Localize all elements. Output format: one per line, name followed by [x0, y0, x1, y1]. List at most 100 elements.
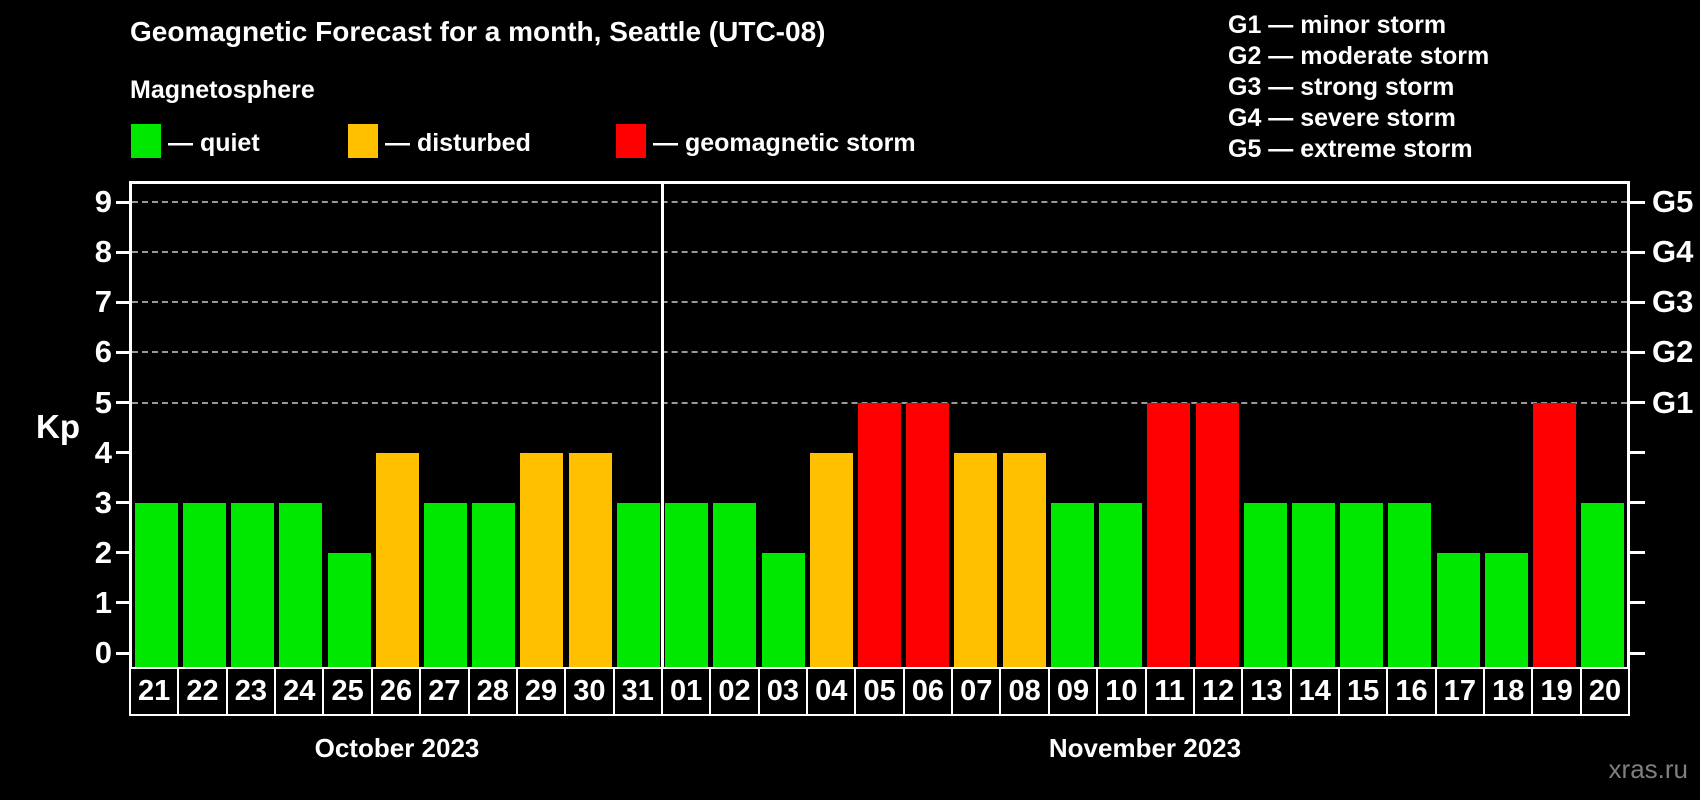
- kp-bar-day-05: [858, 402, 901, 670]
- day-box-23: 23: [225, 667, 277, 716]
- kp-bar-day-13: [1243, 502, 1287, 670]
- y-tick-label-4: 4: [94, 434, 112, 470]
- day-box-07: 07: [951, 667, 1002, 716]
- y-tick-left-2: [116, 551, 131, 555]
- day-box-21: 21: [129, 667, 180, 716]
- y-tick-left-7: [116, 300, 131, 304]
- plot-area: [129, 181, 1630, 673]
- y-tick-right-6: [1630, 350, 1645, 354]
- day-box-16: 16: [1386, 667, 1437, 716]
- kp-bar-day-28: [472, 502, 516, 670]
- month-label-october: October 2023: [314, 733, 480, 763]
- g-legend-line-g1: G1 — minor storm: [1228, 11, 1447, 39]
- day-box-18: 18: [1483, 667, 1534, 716]
- day-box-28: 28: [467, 667, 518, 716]
- y-tick-label-6: 6: [94, 334, 112, 370]
- y-tick-label-9: 9: [94, 184, 112, 220]
- kp-bar-day-10: [1099, 502, 1143, 670]
- watermark: xras.ru: [1608, 754, 1688, 784]
- g-axis-label-g5: G5: [1652, 184, 1694, 220]
- kp-bar-day-27: [423, 502, 467, 670]
- day-box-14: 14: [1289, 667, 1340, 716]
- kp-bar-day-31: [616, 502, 660, 670]
- day-box-31: 31: [612, 667, 663, 716]
- kp-bar-day-29: [520, 452, 564, 670]
- day-box-13: 13: [1241, 667, 1292, 716]
- g-axis-label-g1: G1: [1652, 384, 1694, 420]
- day-box-22: 22: [177, 667, 228, 716]
- day-box-25: 25: [322, 667, 373, 716]
- kp-bar-day-20: [1581, 502, 1625, 670]
- g-axis-label-g3: G3: [1652, 284, 1694, 320]
- gridline-kp9: [132, 201, 1627, 204]
- y-tick-right-2: [1630, 551, 1645, 555]
- kp-bar-day-15: [1340, 502, 1384, 670]
- y-tick-left-0: [116, 651, 131, 655]
- kp-bar-day-25: [327, 552, 371, 670]
- y-tick-left-6: [116, 350, 131, 354]
- y-axis-title: Kp: [36, 408, 80, 445]
- kp-bar-day-17: [1436, 552, 1480, 670]
- y-tick-label-7: 7: [94, 284, 112, 320]
- kp-bar-day-08: [1002, 452, 1046, 670]
- kp-bar-day-16: [1388, 502, 1432, 670]
- chart-title: Geomagnetic Forecast for a month, Seattl…: [130, 16, 826, 47]
- legend-label-storm: — geomagnetic storm: [653, 129, 916, 157]
- kp-bar-day-04: [809, 452, 853, 670]
- kp-bar-day-14: [1292, 502, 1336, 670]
- day-box-10: 10: [1096, 667, 1147, 716]
- day-box-15: 15: [1337, 667, 1389, 716]
- gridline-kp7: [132, 301, 1627, 304]
- day-box-27: 27: [419, 667, 470, 716]
- y-tick-left-4: [116, 451, 131, 455]
- day-box-04: 04: [806, 667, 857, 716]
- x-axis-day-row: 21 22 23 24 25 26 27 28 29 30 31 01 02 03 04 05 06 07 08 09…: [129, 667, 1631, 716]
- y-tick-right-9: [1630, 200, 1645, 204]
- kp-bar-day-18: [1484, 552, 1528, 670]
- day-box-11: 11: [1144, 667, 1195, 716]
- day-box-30: 30: [564, 667, 615, 716]
- y-tick-label-0: 0: [94, 635, 112, 670]
- kp-bar-day-21: [134, 502, 178, 670]
- kp-bar-day-03: [761, 552, 805, 670]
- kp-bar-day-07: [954, 452, 998, 670]
- y-tick-right-3: [1630, 501, 1645, 505]
- day-box-29: 29: [515, 667, 567, 716]
- kp-bar-day-30: [568, 452, 612, 670]
- g-legend-line-g4: G4 — severe storm: [1228, 104, 1456, 132]
- y-tick-right-7: [1630, 300, 1645, 304]
- g-legend-line-g2: G2 — moderate storm: [1228, 42, 1490, 70]
- day-box-08: 08: [999, 667, 1050, 716]
- kp-bar-day-24: [279, 502, 323, 670]
- y-tick-left-9: [116, 200, 131, 204]
- day-box-12: 12: [1192, 667, 1244, 716]
- y-tick-label-8: 8: [94, 234, 112, 270]
- y-tick-left-3: [116, 501, 131, 505]
- chart-subtitle: Magnetosphere: [130, 76, 315, 104]
- kp-bar-day-12: [1195, 402, 1239, 670]
- day-box-20: 20: [1579, 667, 1631, 716]
- month-label-november: November 2023: [1048, 733, 1242, 763]
- kp-bar-day-06: [906, 402, 950, 670]
- kp-bar-day-11: [1147, 402, 1191, 670]
- kp-bar-day-23: [231, 502, 275, 670]
- day-box-06: 06: [902, 667, 954, 716]
- y-tick-right-5: [1630, 401, 1645, 404]
- day-box-05: 05: [854, 667, 905, 716]
- y-tick-right-8: [1630, 250, 1645, 254]
- kp-bar-day-02: [713, 502, 757, 670]
- day-box-03: 03: [757, 667, 809, 716]
- g-axis-label-g2: G2: [1652, 334, 1694, 370]
- day-box-02: 02: [709, 667, 760, 716]
- y-tick-left-5: [116, 401, 131, 404]
- g-scale-legend: G1 — minor storm G2 — moderate storm G3 …: [1228, 10, 1489, 165]
- y-tick-right-4: [1630, 451, 1645, 455]
- legend-swatch-storm: [616, 124, 646, 158]
- g-axis-label-g4: G4: [1652, 234, 1694, 270]
- g-legend-line-g3: G3 — strong storm: [1228, 73, 1455, 101]
- day-box-24: 24: [274, 667, 325, 716]
- legend-swatch-quiet: [131, 124, 161, 158]
- kp-bar-day-01: [665, 502, 709, 670]
- kp-bar-day-22: [182, 502, 226, 670]
